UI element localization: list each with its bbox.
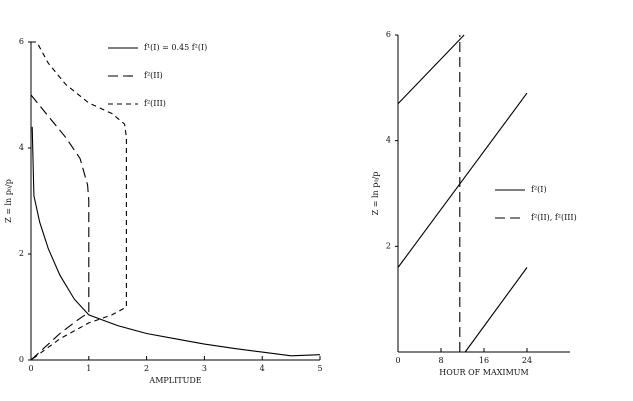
x-tick-label: 0 bbox=[395, 356, 400, 365]
x-tick-label: 24 bbox=[522, 356, 532, 365]
y-tick-label: 4 bbox=[386, 136, 391, 145]
x-tick-label: 3 bbox=[202, 364, 207, 373]
legend-label: f²(II), f²(III) bbox=[531, 213, 577, 222]
y-tick-label: 2 bbox=[386, 241, 391, 250]
legend-label: f²(I) bbox=[531, 185, 547, 194]
legend-label: f²(II) bbox=[144, 71, 163, 80]
series-line bbox=[30, 94, 90, 361]
x-tick-label: 1 bbox=[86, 364, 91, 373]
x-tick-label: 4 bbox=[260, 364, 265, 373]
x-tick-label: 2 bbox=[144, 364, 149, 373]
legend-label: f¹(I) = 0.45 f²(I) bbox=[144, 43, 207, 52]
y-tick-label: 2 bbox=[19, 249, 24, 258]
series-line bbox=[397, 34, 528, 353]
y-axis-label: Z = ln p₀/p bbox=[371, 172, 380, 216]
y-axis-label: Z = ln p₀/p bbox=[4, 179, 13, 223]
x-tick-label: 5 bbox=[317, 364, 322, 373]
y-tick-label: 0 bbox=[19, 355, 24, 364]
y-tick-label: 6 bbox=[19, 37, 24, 46]
series-line bbox=[30, 41, 127, 361]
x-axis-label: AMPLITUDE bbox=[148, 376, 201, 385]
y-tick-label: 4 bbox=[19, 143, 24, 152]
x-axis-label: HOUR OF MAXIMUM bbox=[439, 368, 528, 377]
legend-label: f²(III) bbox=[144, 99, 166, 108]
x-tick-label: 8 bbox=[438, 356, 443, 365]
series-line bbox=[31, 126, 321, 357]
x-tick-label: 0 bbox=[28, 364, 33, 373]
y-tick-label: 6 bbox=[386, 30, 391, 39]
x-tick-label: 16 bbox=[479, 356, 489, 365]
